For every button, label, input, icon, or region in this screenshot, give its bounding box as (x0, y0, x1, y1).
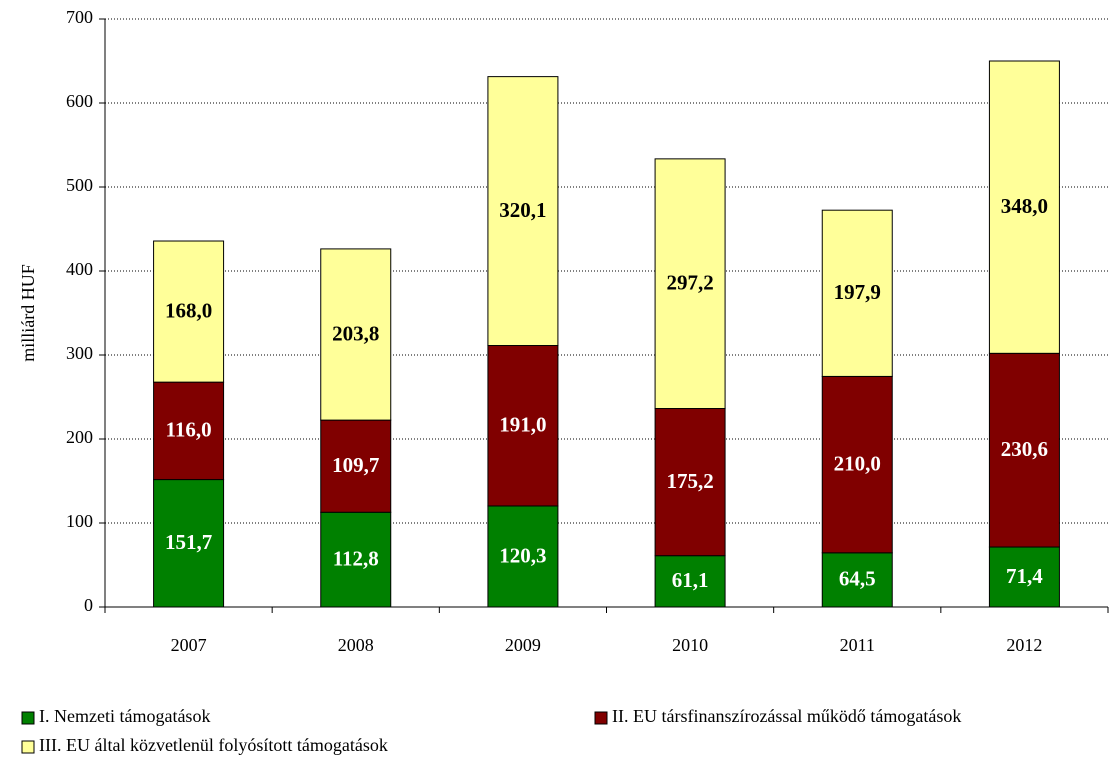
bar-segment (821, 552, 893, 608)
legend-swatch (594, 711, 608, 725)
y-tick-label: 0 (84, 595, 93, 615)
bar-segment (654, 158, 726, 410)
legend-label: III. EU által közvetlenül folyósított tá… (39, 735, 388, 755)
bar-segment (654, 555, 726, 608)
data-label: 151,7 (165, 530, 212, 554)
y-tick-label: 400 (66, 259, 93, 279)
bar-segment (320, 419, 392, 513)
bar-segment (988, 60, 1060, 354)
data-label: 320,1 (499, 198, 546, 222)
data-label: 197,9 (834, 280, 881, 304)
data-label: 168,0 (165, 298, 212, 322)
data-label: 348,0 (1001, 194, 1048, 218)
bar-segment (654, 408, 726, 557)
data-label: 116,0 (166, 418, 212, 442)
bar-segment (153, 240, 225, 383)
legend-swatch (21, 740, 35, 754)
bar-segment (487, 505, 559, 608)
y-tick-label: 700 (66, 7, 93, 27)
bar-segment (821, 209, 893, 377)
data-label: 64,5 (839, 567, 876, 591)
data-label: 120,3 (499, 543, 546, 567)
bar-segment (988, 546, 1060, 608)
data-label: 112,8 (333, 546, 379, 570)
data-label: 297,2 (666, 270, 713, 294)
data-label: 109,7 (332, 453, 379, 477)
data-label: 210,0 (834, 451, 881, 475)
data-label: 61,1 (672, 568, 709, 592)
y-tick-label: 500 (66, 175, 93, 195)
x-tick-label: 2010 (672, 635, 708, 655)
bar-segment (153, 479, 225, 608)
bar-segment (153, 381, 225, 481)
y-tick-label: 100 (66, 511, 93, 531)
data-label: 230,6 (1001, 437, 1048, 461)
x-tick-label: 2007 (171, 635, 207, 655)
data-label: 71,4 (1006, 564, 1043, 588)
bar-segment (487, 76, 559, 347)
y-tick-label: 200 (66, 427, 93, 447)
y-tick-label: 300 (66, 343, 93, 363)
legend-label: II. EU társfinanszírozással működő támog… (612, 706, 961, 726)
data-label: 175,2 (666, 469, 713, 493)
bar-segment (320, 248, 392, 421)
bar-segment (487, 345, 559, 507)
y-axis-label: milliárd HUF (18, 264, 38, 362)
bar-segment (821, 375, 893, 554)
x-tick-label: 2009 (505, 635, 541, 655)
legend-label: I. Nemzeti támogatások (39, 706, 210, 726)
y-tick-label: 600 (66, 91, 93, 111)
data-label: 203,8 (332, 321, 379, 345)
bar-segment (320, 511, 392, 608)
x-tick-label: 2011 (840, 635, 875, 655)
x-tick-label: 2012 (1006, 635, 1042, 655)
x-tick-label: 2008 (338, 635, 374, 655)
bar-segment (988, 352, 1060, 548)
legend-swatch (21, 711, 35, 725)
data-label: 191,0 (499, 413, 546, 437)
